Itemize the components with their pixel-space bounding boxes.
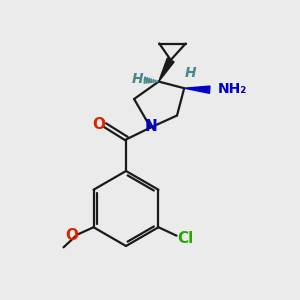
- Text: H: H: [131, 72, 143, 86]
- Text: H: H: [185, 66, 196, 80]
- Polygon shape: [159, 58, 174, 82]
- Text: O: O: [92, 117, 106, 132]
- Text: NH₂: NH₂: [218, 82, 248, 96]
- Polygon shape: [184, 86, 210, 93]
- Text: N: N: [145, 119, 158, 134]
- Text: Cl: Cl: [177, 230, 193, 245]
- Text: O: O: [65, 228, 78, 243]
